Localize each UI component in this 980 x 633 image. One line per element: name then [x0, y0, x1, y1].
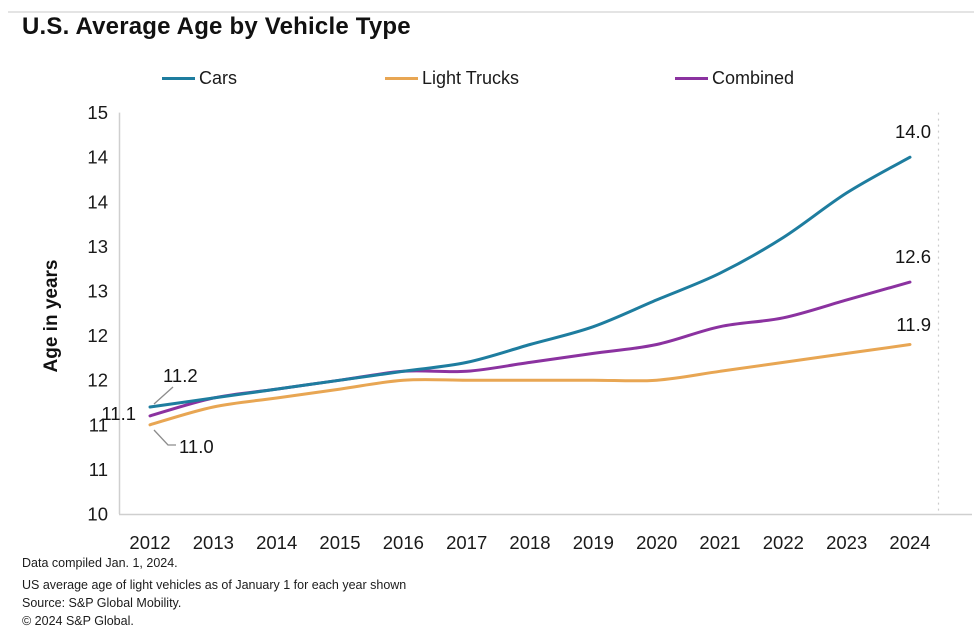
annotation-leader-line [153, 386, 174, 405]
y-tick-label: 10 [87, 504, 108, 525]
legend-item-combined: Combined [675, 66, 794, 90]
data-label: 11.1 [101, 403, 136, 424]
line-chart: 10 11 11 12 12 13 13 14 14 15 2012 2013 2014 2015 2016… [87, 102, 972, 553]
x-tick-label: 2015 [319, 532, 360, 553]
series-line-combined [148, 280, 912, 418]
x-tick-label: 2014 [256, 532, 297, 553]
x-tick-label: 2018 [509, 532, 550, 553]
y-tick-label: 14 [87, 191, 108, 212]
legend-label-cars: Cars [199, 67, 238, 88]
chart-title: U.S. Average Age by Vehicle Type [22, 13, 411, 40]
data-label: 12.6 [895, 246, 931, 267]
x-tick-label: 2022 [763, 532, 804, 553]
data-label: 11.0 [179, 436, 214, 457]
series-line-cars [148, 155, 912, 409]
data-label: 14.0 [895, 121, 931, 142]
footnote-data-compiled: Data compiled Jan. 1, 2024. [22, 556, 178, 570]
y-tick-label: 13 [87, 236, 108, 257]
y-tick-label: 14 [87, 147, 108, 168]
y-tick-label: 12 [87, 370, 108, 391]
data-label: 11.2 [163, 365, 198, 386]
x-tick-label: 2020 [636, 532, 677, 553]
legend-swatch-combined [675, 76, 708, 80]
x-tick-label: 2013 [193, 532, 234, 553]
footnote-copyright: © 2024 S&P Global. [22, 614, 134, 628]
y-tick-label: 11 [89, 414, 108, 435]
legend-label-light-trucks: Light Trucks [422, 67, 520, 88]
x-tick-label: 2021 [699, 532, 740, 553]
x-tick-label: 2023 [826, 532, 867, 553]
data-label: 11.9 [896, 314, 931, 335]
y-tick-label: 13 [87, 281, 108, 302]
x-tick-label: 2017 [446, 532, 487, 553]
annotation-leader-line [153, 429, 176, 446]
footnote-description: US average age of light vehicles as of J… [22, 578, 407, 592]
y-tick-label: 12 [87, 325, 108, 346]
x-tick-label: 2016 [383, 532, 424, 553]
series-line-light-trucks [148, 343, 912, 427]
legend-label-combined: Combined [712, 67, 795, 88]
x-tick-label: 2019 [573, 532, 614, 553]
x-tick-label: 2012 [129, 532, 170, 553]
legend-swatch-light-trucks [385, 76, 418, 80]
x-tick-label: 2024 [889, 532, 930, 553]
legend-swatch-cars [162, 76, 195, 80]
top-divider [8, 11, 974, 13]
footnote-source: Source: S&P Global Mobility. [22, 596, 182, 610]
legend-item-light-trucks: Light Trucks [385, 66, 519, 90]
y-tick-label: 15 [87, 102, 108, 123]
legend-item-cars: Cars [162, 66, 237, 90]
y-tick-label: 11 [89, 459, 108, 480]
legend: Cars Light Trucks Combined [0, 66, 980, 90]
